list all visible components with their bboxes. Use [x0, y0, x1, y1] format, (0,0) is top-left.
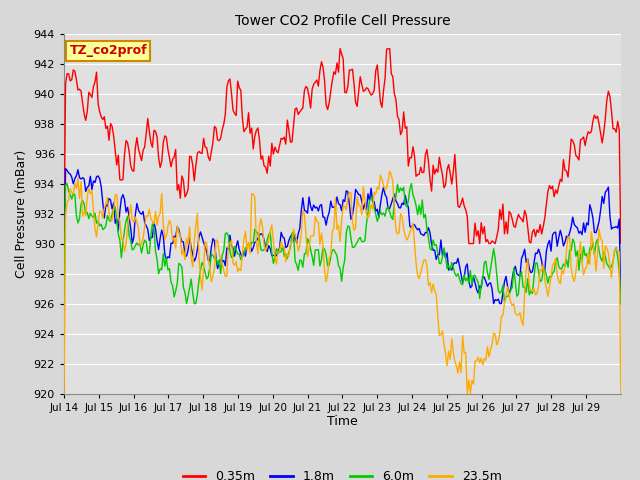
Title: Tower CO2 Profile Cell Pressure: Tower CO2 Profile Cell Pressure — [235, 14, 450, 28]
Legend: 0.35m, 1.8m, 6.0m, 23.5m: 0.35m, 1.8m, 6.0m, 23.5m — [178, 465, 507, 480]
X-axis label: Time: Time — [327, 415, 358, 429]
Text: TZ_co2prof: TZ_co2prof — [70, 44, 147, 58]
Y-axis label: Cell Pressure (mBar): Cell Pressure (mBar) — [15, 149, 28, 278]
